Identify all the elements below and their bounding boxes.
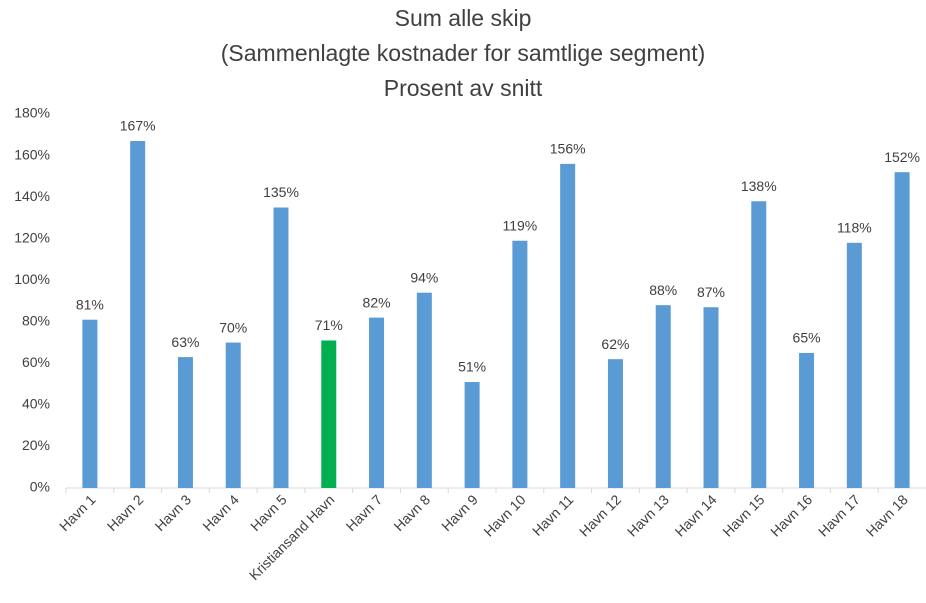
bar xyxy=(177,357,193,488)
x-tick-label: Havn 1 xyxy=(56,491,99,534)
y-tick-label: 120% xyxy=(14,229,50,245)
data-label: 81% xyxy=(76,296,104,312)
chart-title: Prosent av snitt xyxy=(384,75,543,101)
data-label: 82% xyxy=(363,294,391,310)
data-label: 167% xyxy=(120,118,156,134)
x-tick-label: Havn 5 xyxy=(247,491,290,534)
y-tick-label: 0% xyxy=(30,479,50,495)
bar xyxy=(82,319,98,488)
y-tick-label: 100% xyxy=(14,271,50,287)
x-tick-label: Havn 15 xyxy=(719,491,767,539)
chart-title: (Sammenlagte kostnader for samtlige segm… xyxy=(221,40,706,66)
x-tick-label: Havn 10 xyxy=(480,491,528,539)
data-label: 63% xyxy=(171,334,199,350)
x-tick-label: Havn 9 xyxy=(438,491,481,534)
data-label: 71% xyxy=(315,317,343,333)
x-tick-label: Havn 2 xyxy=(104,491,147,534)
x-tick-label: Havn 14 xyxy=(672,491,720,539)
bar xyxy=(369,317,385,488)
x-tick-label: Havn 13 xyxy=(624,491,672,539)
data-label: 135% xyxy=(263,184,299,200)
x-tick-label: Kristiansand Havn xyxy=(246,491,338,583)
y-tick-label: 180% xyxy=(14,105,50,121)
x-tick-label: Havn 17 xyxy=(815,491,863,539)
y-tick-label: 20% xyxy=(22,437,50,453)
data-label: 152% xyxy=(884,149,920,165)
x-tick-label: Havn 11 xyxy=(529,491,577,539)
x-tick-label: Havn 18 xyxy=(863,491,911,539)
y-tick-label: 160% xyxy=(14,146,50,162)
bar xyxy=(751,201,767,488)
bar xyxy=(321,340,337,488)
bar xyxy=(607,359,623,488)
bar xyxy=(703,307,719,488)
chart-title: Sum alle skip xyxy=(395,5,532,31)
bar xyxy=(416,292,432,488)
bar xyxy=(894,172,910,488)
bar xyxy=(130,141,146,488)
x-tick-label: Havn 4 xyxy=(199,491,242,534)
x-tick-label: Havn 16 xyxy=(767,491,815,539)
bar xyxy=(512,240,528,488)
data-label: 65% xyxy=(793,330,821,346)
data-label: 94% xyxy=(410,269,438,285)
data-label: 70% xyxy=(219,319,247,335)
x-tick-label: Havn 3 xyxy=(152,491,195,534)
x-tick-label: Havn 8 xyxy=(390,491,433,534)
y-tick-label: 40% xyxy=(22,396,50,412)
data-label: 88% xyxy=(649,282,677,298)
data-label: 138% xyxy=(741,178,777,194)
data-label: 156% xyxy=(550,141,586,157)
bar xyxy=(225,342,241,488)
bar xyxy=(655,305,671,488)
data-label: 87% xyxy=(697,284,725,300)
x-tick-label: Havn 7 xyxy=(343,491,386,534)
data-label: 119% xyxy=(502,217,537,233)
data-label: 51% xyxy=(458,359,486,375)
bar xyxy=(560,163,576,488)
x-tick-label: Havn 12 xyxy=(576,491,624,539)
bar xyxy=(846,242,862,488)
bar xyxy=(273,207,289,488)
y-tick-label: 140% xyxy=(14,188,50,204)
data-label: 118% xyxy=(837,220,872,236)
bar xyxy=(799,352,815,488)
bar xyxy=(464,382,480,488)
data-label: 62% xyxy=(601,336,629,352)
y-tick-label: 60% xyxy=(22,354,50,370)
y-tick-label: 80% xyxy=(22,312,50,328)
